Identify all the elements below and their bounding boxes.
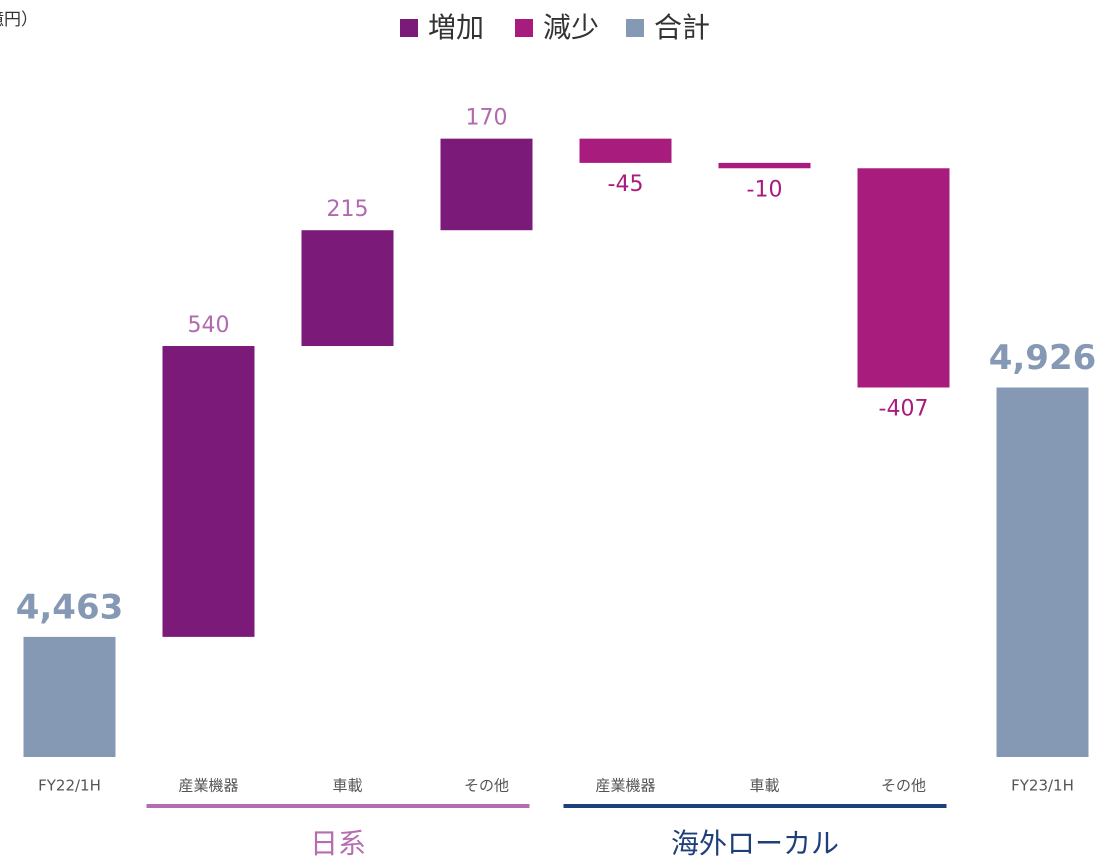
unit-label: （億円） xyxy=(0,10,38,30)
x-tick-label: 車載 xyxy=(332,777,362,795)
value-label: 215 xyxy=(327,197,369,222)
x-tick-label: 車載 xyxy=(749,777,779,795)
bar xyxy=(996,387,1089,757)
bar xyxy=(579,138,672,163)
value-label: -10 xyxy=(747,177,783,202)
value-label: 4,926 xyxy=(989,338,1097,378)
group-label: 海外ローカル xyxy=(671,827,839,860)
bar xyxy=(718,162,811,169)
value-label: 170 xyxy=(466,106,508,131)
value-label: 540 xyxy=(188,313,230,338)
value-label: -407 xyxy=(879,396,929,421)
value-label: -45 xyxy=(608,172,644,197)
x-tick-label: FY22/1H xyxy=(38,777,101,795)
x-tick-label: その他 xyxy=(464,777,509,795)
x-tick-label: その他 xyxy=(881,777,926,795)
value-label: 4,463 xyxy=(16,587,124,627)
x-tick-label: 産業機器 xyxy=(178,777,238,795)
group-label: 日系 xyxy=(310,827,366,860)
legend-swatch xyxy=(515,19,533,37)
bar xyxy=(23,636,116,757)
x-tick-label: 産業機器 xyxy=(595,777,655,795)
legend-label: 増加 xyxy=(428,11,484,44)
bar xyxy=(440,138,533,231)
legend-swatch xyxy=(400,19,418,37)
legend-swatch xyxy=(626,19,644,37)
legend-label: 合計 xyxy=(654,11,710,44)
x-tick-label: FY23/1H xyxy=(1011,777,1074,795)
legend-label: 減少 xyxy=(543,11,599,44)
bar xyxy=(857,168,950,388)
bar xyxy=(301,230,394,347)
bar xyxy=(162,346,255,637)
